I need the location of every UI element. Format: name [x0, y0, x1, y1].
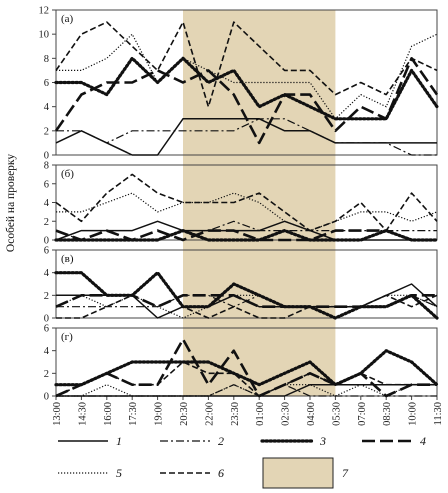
y-tick-label: 0	[44, 314, 49, 325]
x-tick-label: 16:00	[103, 402, 114, 426]
x-tick-label: 17:30	[128, 402, 139, 426]
y-tick-label: 2	[44, 369, 49, 380]
legend-label: 5	[116, 466, 122, 480]
x-tick-label: 10:00	[408, 402, 419, 426]
y-tick-label: 2	[44, 291, 49, 302]
y-tick-label: 6	[44, 179, 49, 190]
legend-swatch-night	[262, 457, 334, 489]
x-tick-label: 02:30	[281, 402, 292, 426]
x-tick-label: 08:30	[382, 402, 393, 426]
legend-label: 3	[319, 434, 326, 448]
series-line-2	[56, 118, 437, 156]
y-tick-label: 4	[44, 346, 50, 357]
label-layer: 0 2 4 6 8 10 12 (а) 0 2 4 6 8 (б) 0 2 4 6 (в) 0 2 4 6 (г) 13:00 1…	[5, 6, 444, 426]
y-tick-label: 0	[44, 392, 49, 403]
series-line-4	[55, 293, 437, 309]
y-tick-label: 6	[44, 78, 49, 89]
series-line-3	[54, 56, 439, 121]
series-line-6	[56, 271, 438, 319]
x-tick-label: 20:30	[179, 402, 190, 426]
y-tick-label: 6	[44, 324, 49, 335]
panel-label: (в)	[61, 253, 74, 265]
legend-label: 6	[218, 466, 224, 480]
series-line-1	[55, 220, 437, 241]
y-tick-label: 8	[44, 54, 49, 65]
x-tick-label: 07:00	[357, 402, 368, 426]
y-tick-label: 0	[44, 236, 49, 247]
series-line-4	[54, 56, 439, 145]
series-line-4	[55, 337, 437, 398]
y-tick-label: 4	[44, 198, 50, 209]
y-axis-title: Особей на проверку	[5, 154, 17, 252]
panel-label: (а)	[61, 13, 74, 25]
y-tick-label: 2	[44, 126, 49, 137]
x-tick-label: 23:30	[230, 402, 241, 426]
y-tick-label: 4	[44, 102, 50, 113]
series-layer	[54, 21, 439, 398]
series-line-3	[54, 229, 439, 242]
legend-label: 2	[218, 434, 224, 448]
panel-label: (г)	[61, 331, 73, 343]
panel-label: (б)	[61, 168, 74, 180]
x-tick-label: 11:30	[433, 402, 444, 426]
y-tick-label: 12	[39, 6, 50, 17]
legend-label: 4	[420, 434, 426, 448]
series-line-6	[55, 173, 438, 232]
series-line-3	[54, 349, 439, 387]
legend: 1 2 3 4 5 6 7	[58, 434, 426, 489]
y-tick-label: 4	[44, 268, 50, 279]
y-tick-label: 10	[39, 30, 50, 41]
series-line-6	[55, 21, 438, 108]
series-line-5	[56, 33, 438, 120]
legend-label: 7	[342, 466, 349, 480]
x-tick-label: 19:00	[154, 402, 165, 426]
y-tick-label: 8	[44, 161, 49, 172]
x-tick-label: 04:00	[306, 402, 317, 426]
y-tick-label: 0	[44, 151, 49, 162]
y-tick-label: 6	[44, 246, 49, 257]
x-tick-label: 13:00	[52, 402, 63, 426]
series-line-5	[56, 384, 437, 397]
legend-label: 1	[116, 434, 122, 448]
x-tick-label: 14:30	[77, 402, 88, 426]
panel-frame	[55, 249, 438, 319]
series-line-4	[55, 229, 437, 242]
series-line-6	[55, 361, 437, 397]
x-tick-label: 01:00	[255, 402, 266, 426]
series-line-5	[56, 192, 438, 232]
y-tick-label: 2	[44, 217, 49, 228]
x-tick-label: 22:00	[204, 402, 215, 426]
x-tick-label: 05:30	[331, 402, 342, 426]
